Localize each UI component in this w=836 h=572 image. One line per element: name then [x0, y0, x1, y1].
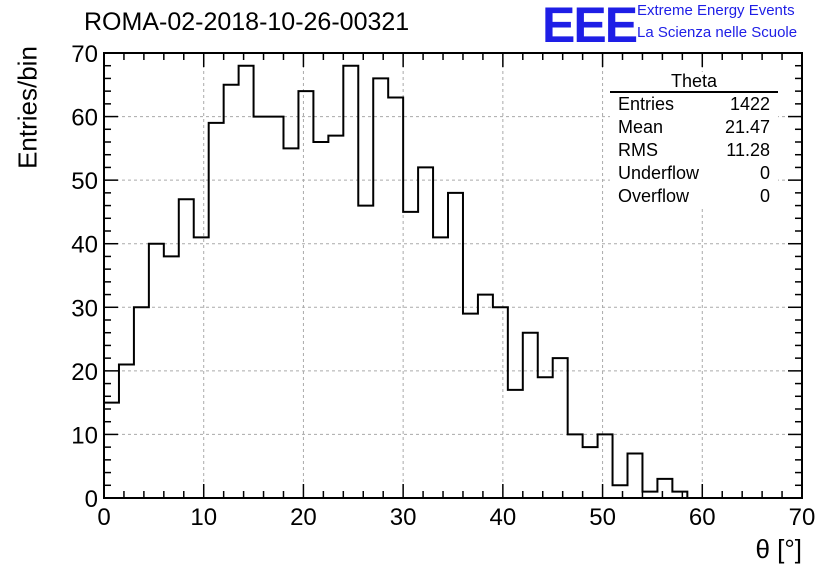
histogram-series: [104, 64, 703, 499]
stats-row-underflow: Underflow 0: [610, 162, 778, 185]
stats-label: Underflow: [618, 163, 700, 183]
stats-row-rms: RMS 11.28: [610, 139, 778, 162]
stats-label: Mean: [618, 117, 664, 137]
stats-value: 11.28: [726, 140, 770, 160]
y-tick-label: 0: [85, 486, 98, 513]
plot-frame: [103, 52, 803, 499]
run-title: ROMA-02-2018-10-26-00321: [84, 8, 410, 36]
stats-value: 0: [759, 186, 770, 206]
x-tick-label: 20: [290, 504, 317, 531]
y-tick-label: 40: [71, 232, 98, 259]
stats-value: 0: [759, 163, 770, 183]
y-tick-label: 50: [71, 168, 98, 195]
x-tick-label: 60: [689, 504, 716, 531]
y-axis-label: Entries/bin: [12, 46, 43, 169]
y-tick-label: 10: [71, 422, 98, 449]
y-tick-label: 70: [71, 41, 98, 68]
logo-text-line2: La Scienza nelle Scuole: [637, 24, 798, 41]
stats-label: Entries: [618, 94, 675, 114]
x-tick-label: 70: [789, 504, 816, 531]
stats-row-overflow: Overflow 0: [610, 185, 778, 208]
stats-label: RMS: [618, 140, 658, 160]
stats-row-mean: Mean 21.47: [610, 116, 778, 139]
x-tick-label: 10: [190, 504, 217, 531]
stats-row-entries: Entries 1422: [610, 93, 778, 116]
y-tick-label: 60: [71, 105, 98, 132]
tick-labels: 0 10 20 30 40 50 60 70 0 10 20 30 40 50 60 70: [71, 41, 815, 531]
logo-text-line1: Extreme Energy Events: [637, 2, 795, 19]
stats-title: Theta: [610, 72, 778, 93]
stats-value: 1422: [729, 94, 770, 114]
x-axis-label: θ [°]: [755, 534, 802, 564]
y-tick-label: 20: [71, 359, 98, 386]
y-tick-label: 30: [71, 295, 98, 322]
stats-label: Overflow: [618, 186, 690, 206]
grid-lines: [104, 53, 802, 498]
x-tick-label: 0: [97, 504, 110, 531]
x-tick-label: 50: [589, 504, 616, 531]
x-tick-label: 30: [390, 504, 417, 531]
stats-value: 21.47: [724, 117, 770, 137]
stats-box: Theta Entries 1422 Mean 21.47 RMS 11.28 …: [610, 72, 778, 208]
eee-logo: EEE: [542, 0, 638, 53]
x-tick-label: 40: [490, 504, 517, 531]
